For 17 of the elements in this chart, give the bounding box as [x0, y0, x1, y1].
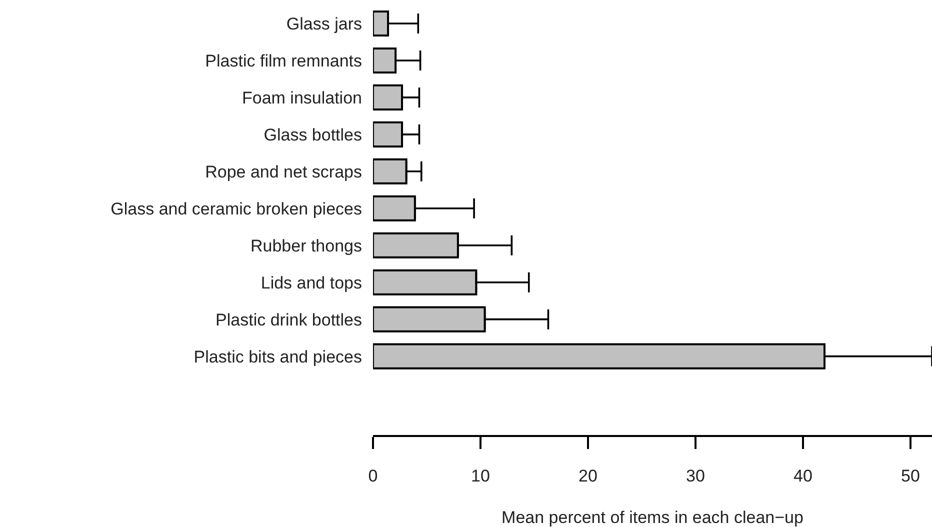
y-tick-label: Glass jars: [286, 14, 362, 34]
y-tick-label: Plastic film remnants: [205, 51, 362, 70]
y-tick-label: Glass bottles: [264, 125, 362, 144]
y-tick-label: Lids and tops: [260, 273, 362, 292]
y-tick-label: Plastic drink bottles: [216, 310, 362, 330]
y-tick-label: Rope and net scraps: [205, 162, 362, 182]
x-tick-label: 20: [578, 466, 598, 486]
x-tick-label: 40: [794, 466, 812, 486]
x-tick-label: 0: [368, 466, 378, 486]
y-tick-label: Plastic bits and pieces: [194, 347, 362, 366]
x-tick-label: 10: [471, 466, 490, 486]
x-axis-title: Mean percent of items in each clean−up: [502, 508, 804, 527]
y-tick-label: Foam insulation: [242, 88, 362, 108]
x-tick-label: 30: [686, 466, 705, 486]
y-tick-label: Rubber thongs: [250, 236, 362, 256]
y-tick-label: Glass and ceramic broken pieces: [110, 199, 362, 218]
x-tick-label: 50: [901, 466, 920, 486]
